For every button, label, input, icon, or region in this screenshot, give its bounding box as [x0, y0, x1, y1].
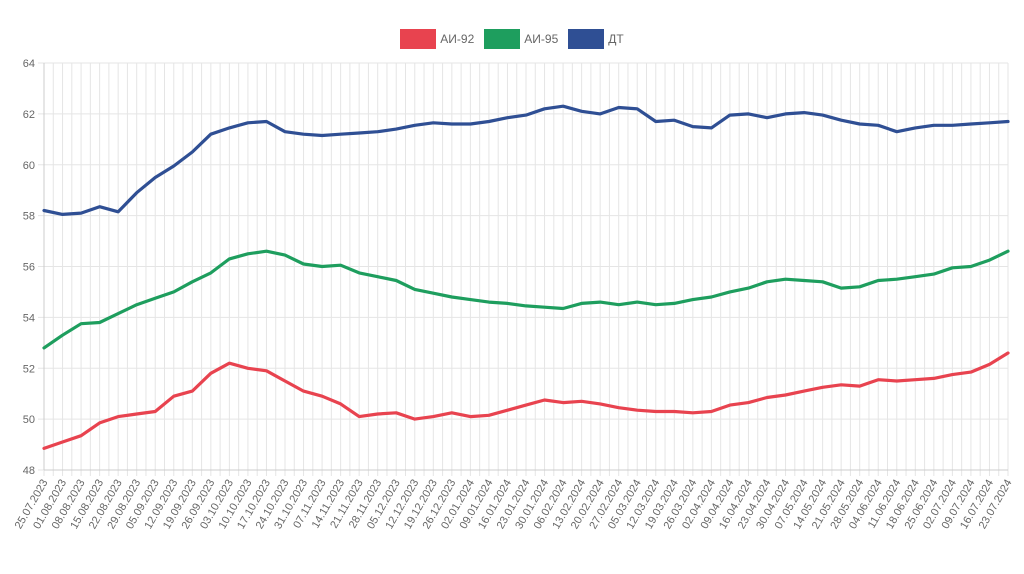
chart-grid [38, 62, 1009, 476]
legend-swatch-dt [568, 29, 605, 49]
x-axis: 25.07.202301.08.202308.08.202315.08.2023… [13, 478, 1015, 532]
legend-swatch-ai92 [400, 29, 437, 49]
chart-series [42, 104, 1010, 450]
legend-item-ai95[interactable]: АИ-95 [484, 29, 558, 49]
chart-legend: АИ-92 АИ-95 ДТ [0, 29, 1024, 49]
legend-label-dt: ДТ [608, 32, 624, 46]
y-tick-label: 56 [23, 262, 35, 274]
y-tick-label: 64 [23, 58, 35, 70]
y-axis: 48 50 52 54 56 58 60 62 64 [23, 58, 35, 477]
y-tick-label: 48 [23, 465, 35, 477]
legend-swatch-ai95 [484, 29, 521, 49]
y-tick-label: 50 [23, 414, 35, 426]
y-tick-label: 60 [23, 160, 35, 172]
y-tick-label: 52 [23, 363, 35, 375]
y-tick-label: 58 [23, 211, 35, 223]
series-line-0 [42, 351, 1010, 450]
legend-item-dt[interactable]: ДТ [568, 29, 624, 49]
legend-label-ai92: АИ-92 [440, 32, 475, 46]
series-line-1 [42, 249, 1010, 350]
y-tick-label: 62 [23, 109, 35, 121]
y-tick-label: 54 [23, 312, 35, 324]
series-line-2 [42, 104, 1010, 216]
legend-label-ai95: АИ-95 [524, 32, 559, 46]
legend-item-ai92[interactable]: АИ-92 [400, 29, 474, 49]
